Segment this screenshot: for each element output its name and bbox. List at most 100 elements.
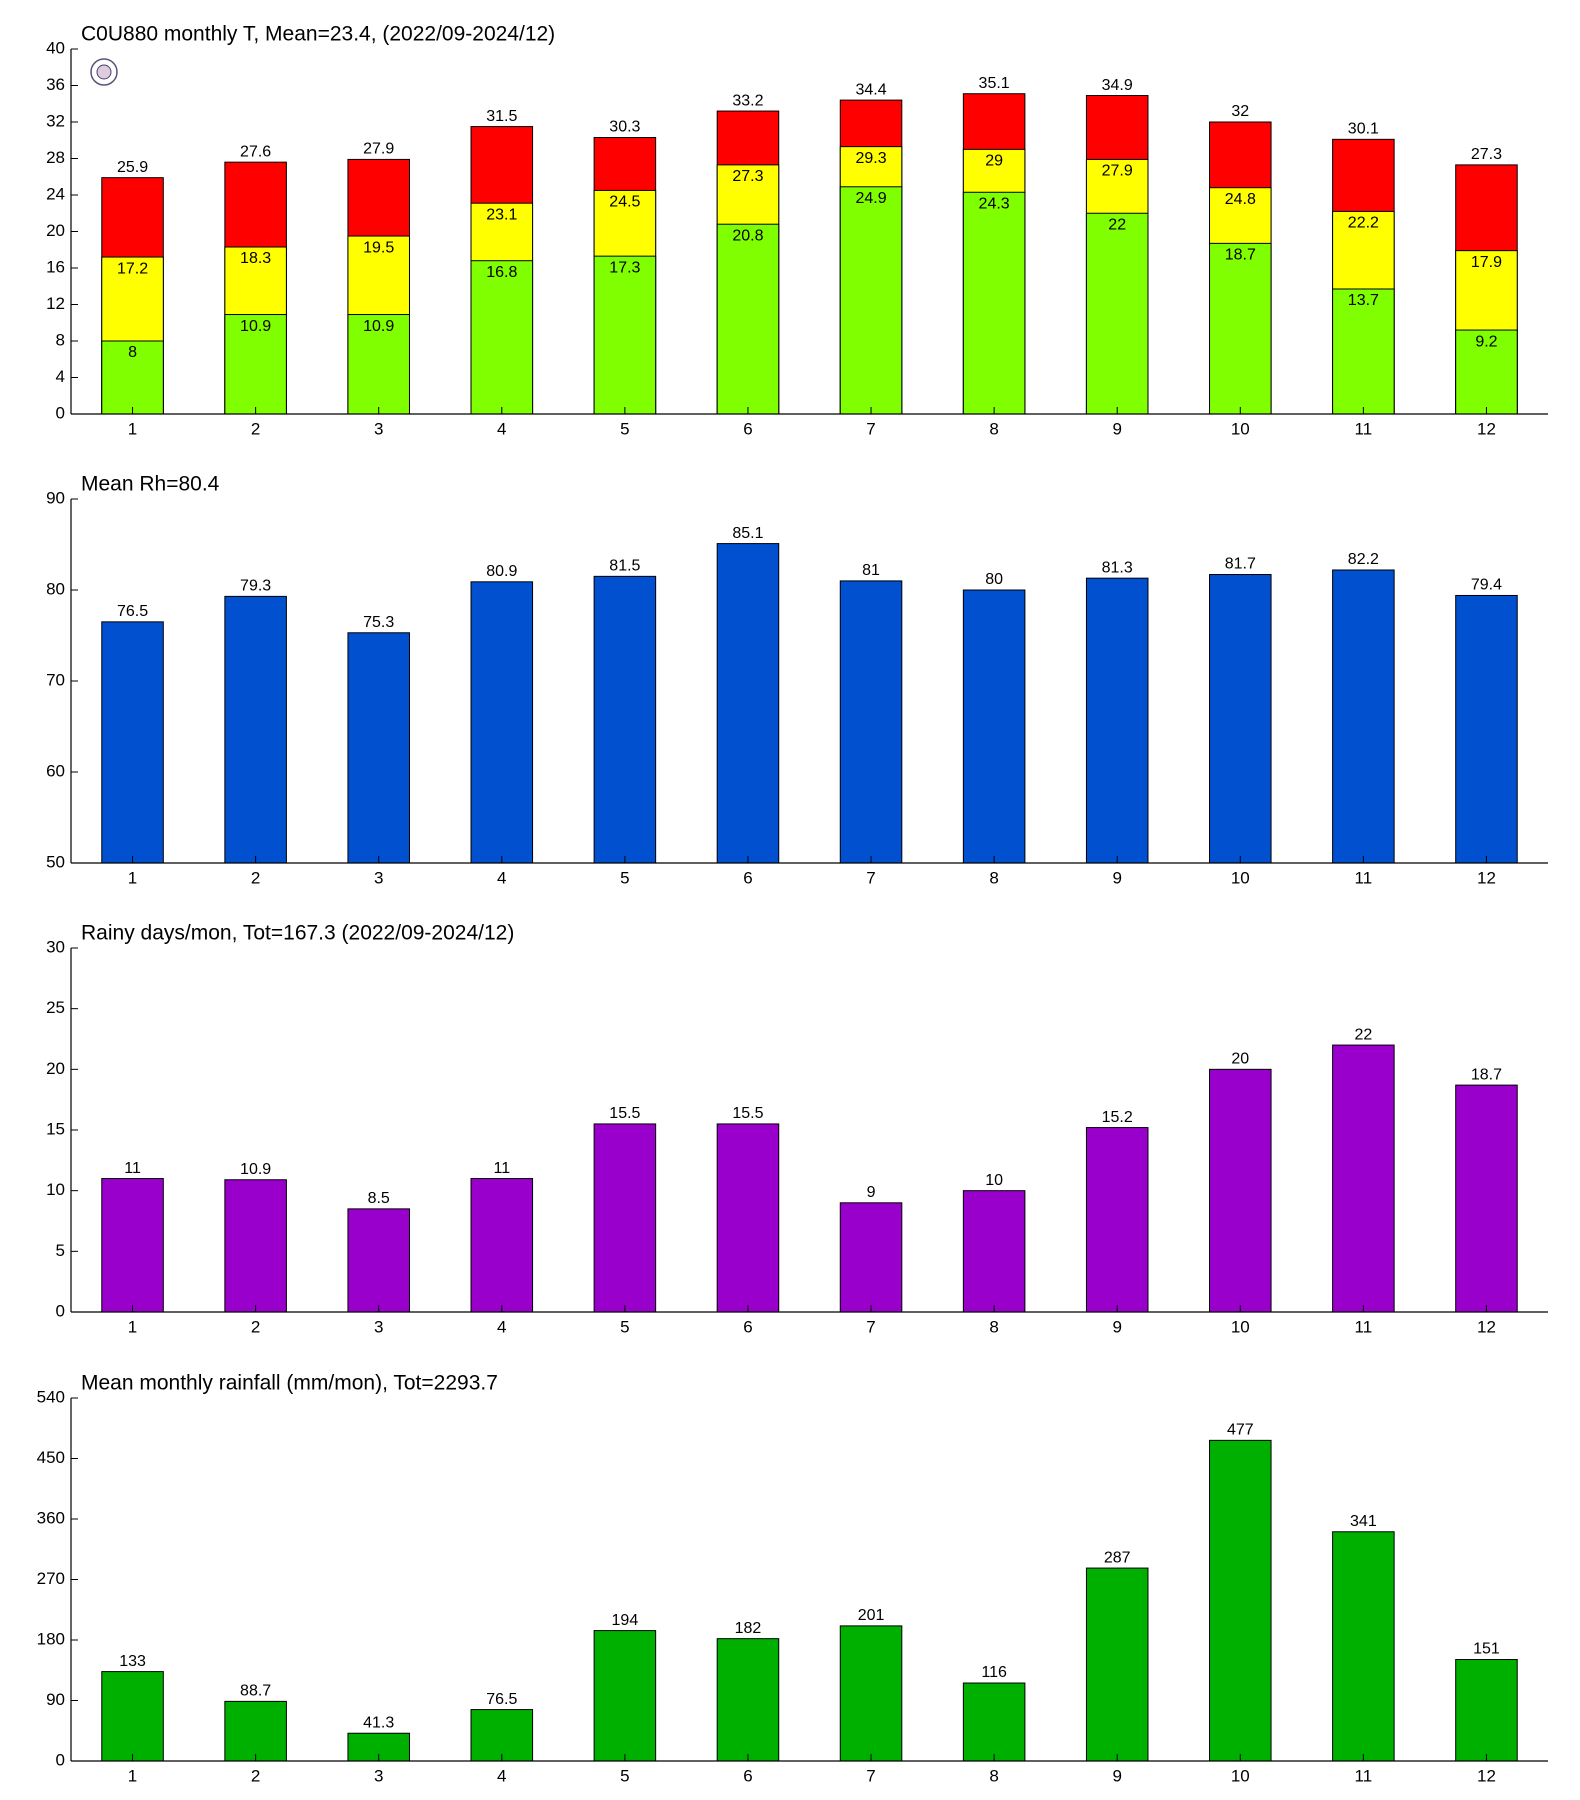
bar (962, 589, 1026, 864)
bar (716, 223, 780, 415)
value-label: 22.2 (1348, 215, 1379, 232)
y-tick-label: 16 (46, 257, 65, 276)
chart-title: Mean Rh=80.4 (81, 473, 220, 496)
x-tick-label: 5 (620, 419, 629, 438)
value-label: 22 (1354, 1026, 1372, 1043)
bar (224, 1179, 287, 1313)
x-tick-label: 9 (1112, 419, 1121, 438)
value-label: 13.7 (1348, 292, 1379, 309)
y-tick-label: 20 (46, 221, 65, 240)
x-tick-label: 5 (620, 868, 629, 887)
value-label: 151 (1473, 1641, 1500, 1658)
y-tick-label: 540 (37, 1387, 65, 1406)
x-tick-label: 2 (251, 868, 260, 887)
value-label: 34.9 (1102, 77, 1133, 94)
bar (1332, 569, 1395, 864)
value-label: 15.5 (732, 1105, 763, 1122)
x-tick-label: 2 (251, 1317, 260, 1336)
y-tick-label: 40 (46, 38, 65, 57)
x-tick-label: 10 (1231, 868, 1250, 887)
y-tick-label: 80 (46, 579, 65, 598)
x-tick-label: 4 (497, 1317, 506, 1336)
value-label: 34.4 (855, 81, 886, 98)
bar (224, 595, 287, 864)
x-tick-label: 9 (1112, 1766, 1121, 1785)
x-tick-label: 1 (128, 1317, 137, 1336)
x-tick-label: 7 (866, 1317, 875, 1336)
value-label: 341 (1350, 1513, 1377, 1530)
y-tick-label: 12 (46, 294, 65, 313)
x-tick-label: 8 (989, 868, 998, 887)
bar (593, 255, 657, 415)
value-label: 24.8 (1225, 191, 1256, 208)
y-tick-label: 30 (46, 937, 65, 956)
value-label: 20.8 (732, 227, 763, 244)
bar (593, 1123, 657, 1313)
value-label: 88.7 (240, 1683, 271, 1700)
x-tick-label: 5 (620, 1766, 629, 1785)
x-tick-label: 11 (1355, 1317, 1373, 1336)
x-tick-label: 12 (1477, 1766, 1496, 1785)
value-label: 182 (735, 1620, 762, 1637)
value-label: 24.3 (979, 195, 1010, 212)
bar (101, 1178, 164, 1313)
x-tick-label: 10 (1231, 1317, 1250, 1336)
bar (1085, 1127, 1149, 1313)
value-label: 8.5 (368, 1190, 390, 1207)
y-tick-label: 8 (56, 330, 65, 349)
value-label: 33.2 (732, 92, 763, 109)
bar (1455, 594, 1518, 864)
value-label: 27.3 (732, 168, 763, 185)
bar (224, 314, 287, 415)
bar (1209, 574, 1272, 864)
value-label: 85.1 (732, 525, 763, 542)
x-tick-label: 6 (743, 1317, 752, 1336)
x-tick-label: 8 (989, 1766, 998, 1785)
bar (839, 186, 903, 415)
value-label: 11 (493, 1160, 510, 1177)
value-label: 79.3 (240, 578, 271, 595)
value-label: 8 (128, 344, 137, 361)
value-label: 82.2 (1348, 551, 1379, 568)
value-label: 201 (858, 1607, 885, 1624)
x-tick-label: 1 (128, 1766, 137, 1785)
x-tick-label: 4 (497, 868, 506, 887)
y-tick-label: 5 (56, 1241, 65, 1260)
chart-title: Rainy days/mon, Tot=167.3 (2022/09-2024/… (81, 922, 514, 945)
bar (347, 1208, 410, 1313)
value-label: 80.9 (486, 563, 517, 580)
x-tick-label: 5 (620, 1317, 629, 1336)
value-label: 10 (985, 1172, 1003, 1189)
bar (1455, 1084, 1518, 1313)
x-tick-label: 11 (1355, 419, 1373, 438)
x-tick-label: 8 (989, 1317, 998, 1336)
x-tick-label: 3 (374, 1317, 383, 1336)
value-label: 10.9 (240, 318, 271, 335)
x-tick-label: 10 (1231, 419, 1250, 438)
value-label: 16.8 (486, 264, 517, 281)
bar (716, 1638, 780, 1762)
y-tick-label: 0 (56, 1301, 65, 1320)
x-tick-label: 4 (497, 1766, 506, 1785)
bar (224, 1700, 287, 1762)
value-label: 29.3 (855, 150, 886, 167)
x-tick-label: 3 (374, 1766, 383, 1785)
value-label: 287 (1104, 1549, 1131, 1566)
value-label: 10.9 (240, 1161, 271, 1178)
bar (839, 580, 903, 864)
value-label: 81.3 (1102, 559, 1133, 576)
x-tick-label: 6 (743, 1766, 752, 1785)
x-tick-label: 3 (374, 419, 383, 438)
x-tick-label: 6 (743, 868, 752, 887)
value-label: 27.9 (1102, 163, 1133, 180)
bar (347, 632, 410, 864)
x-tick-label: 3 (374, 868, 383, 887)
chart-title: Mean monthly rainfall (mm/mon), Tot=2293… (81, 1372, 498, 1395)
value-label: 17.9 (1471, 254, 1502, 271)
y-tick-label: 28 (46, 148, 65, 167)
y-tick-label: 20 (46, 1059, 65, 1078)
bar (470, 260, 534, 415)
y-tick-label: 0 (56, 403, 65, 422)
x-tick-label: 4 (497, 419, 506, 438)
